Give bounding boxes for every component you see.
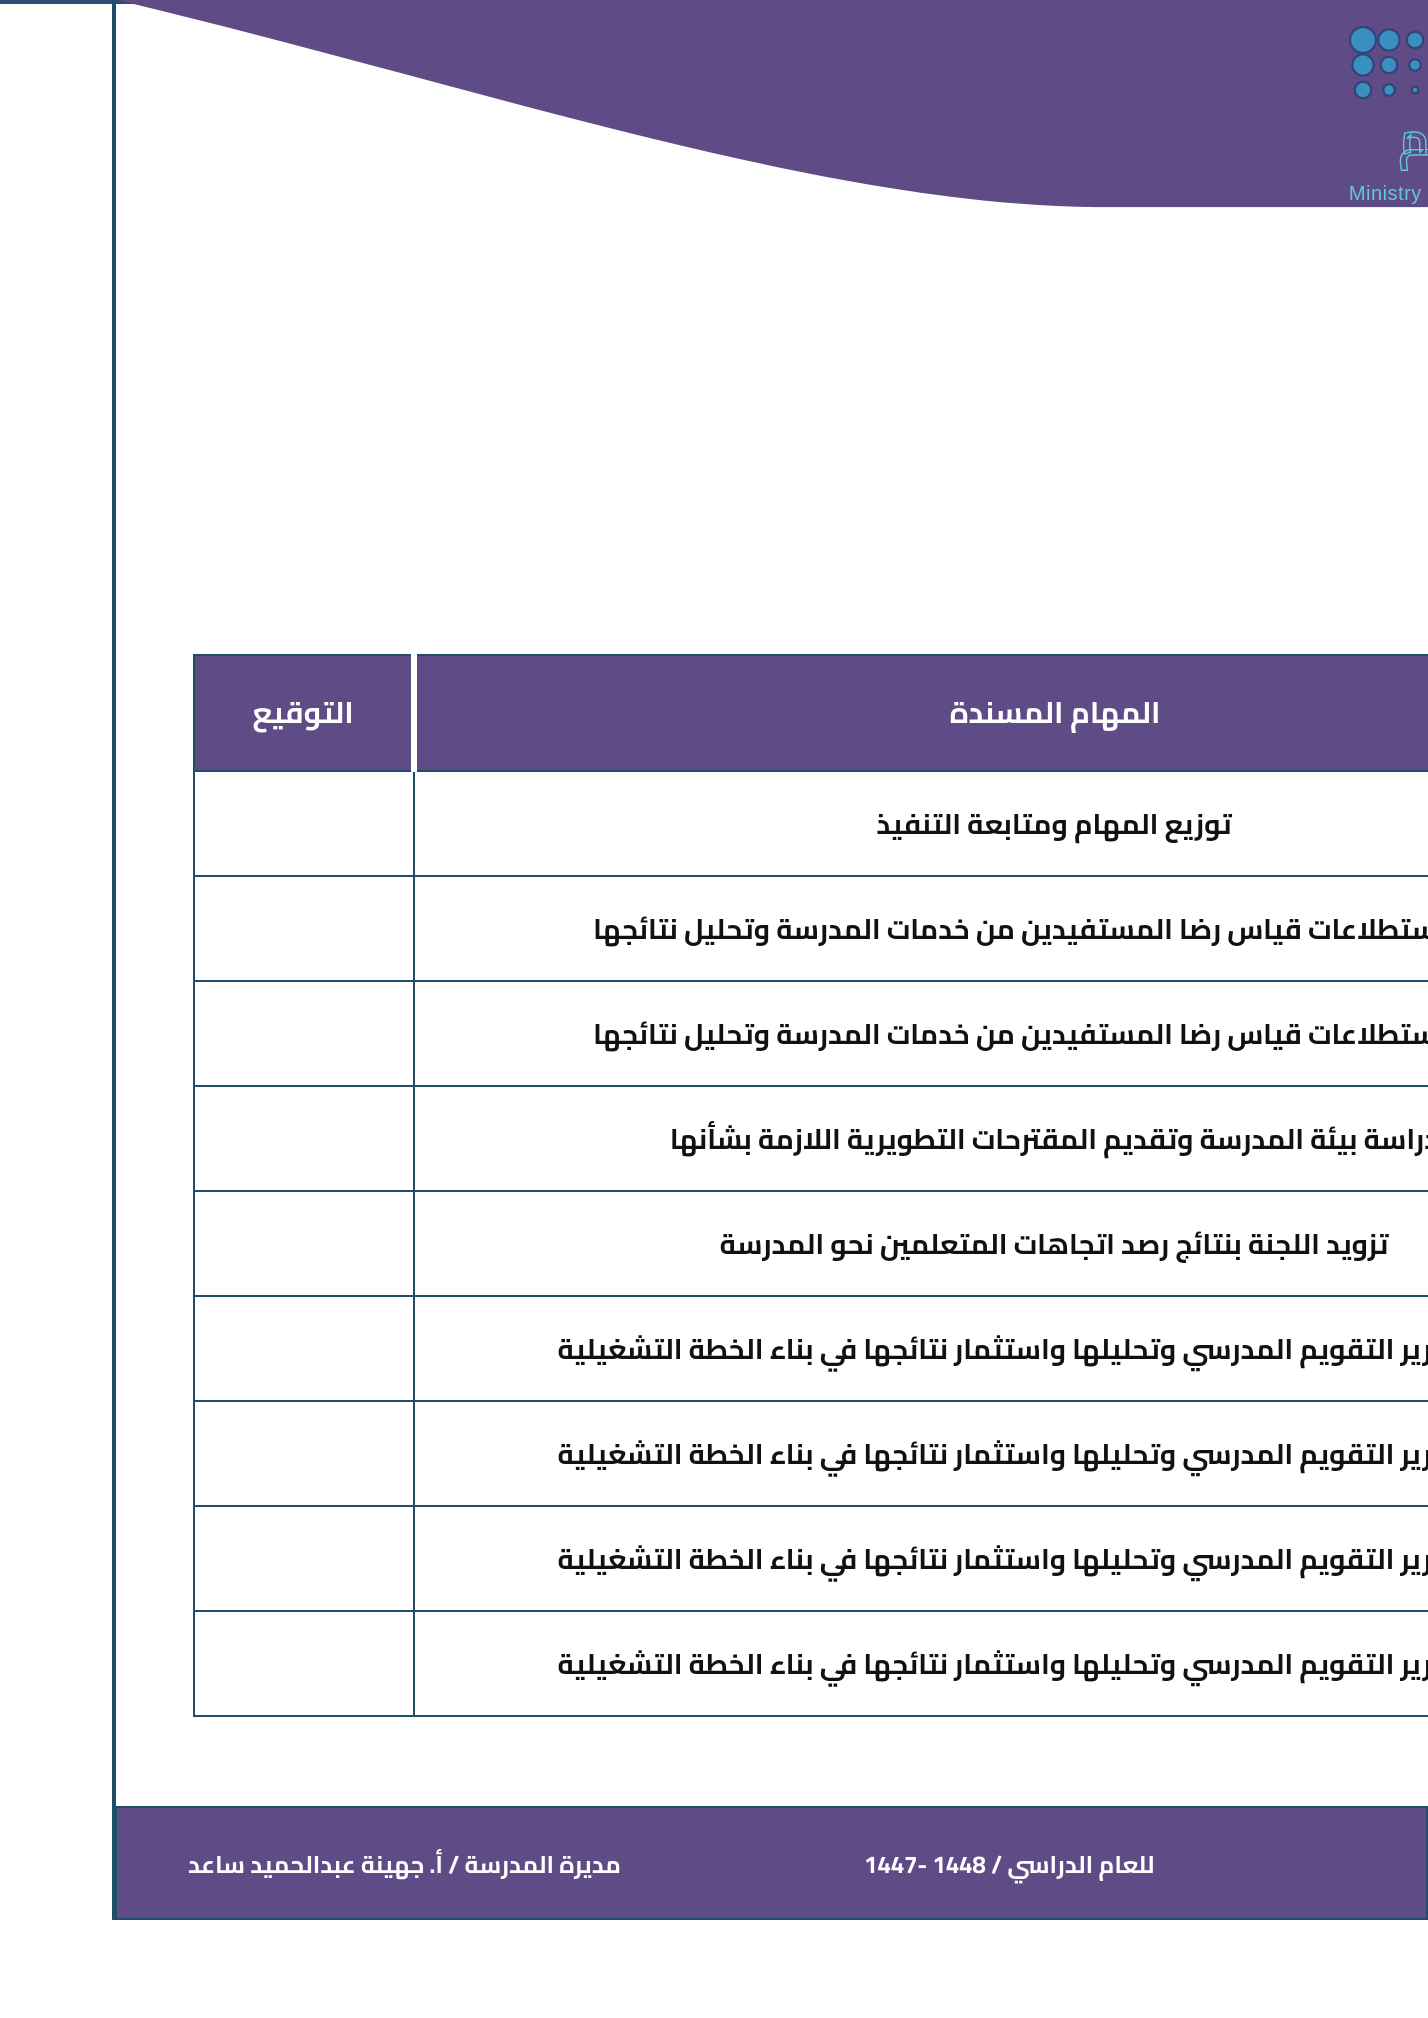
- svg-text:Ministry of Education: Ministry of Education: [1349, 183, 1428, 205]
- svg-text:التعليم: التعليم: [1398, 96, 1428, 182]
